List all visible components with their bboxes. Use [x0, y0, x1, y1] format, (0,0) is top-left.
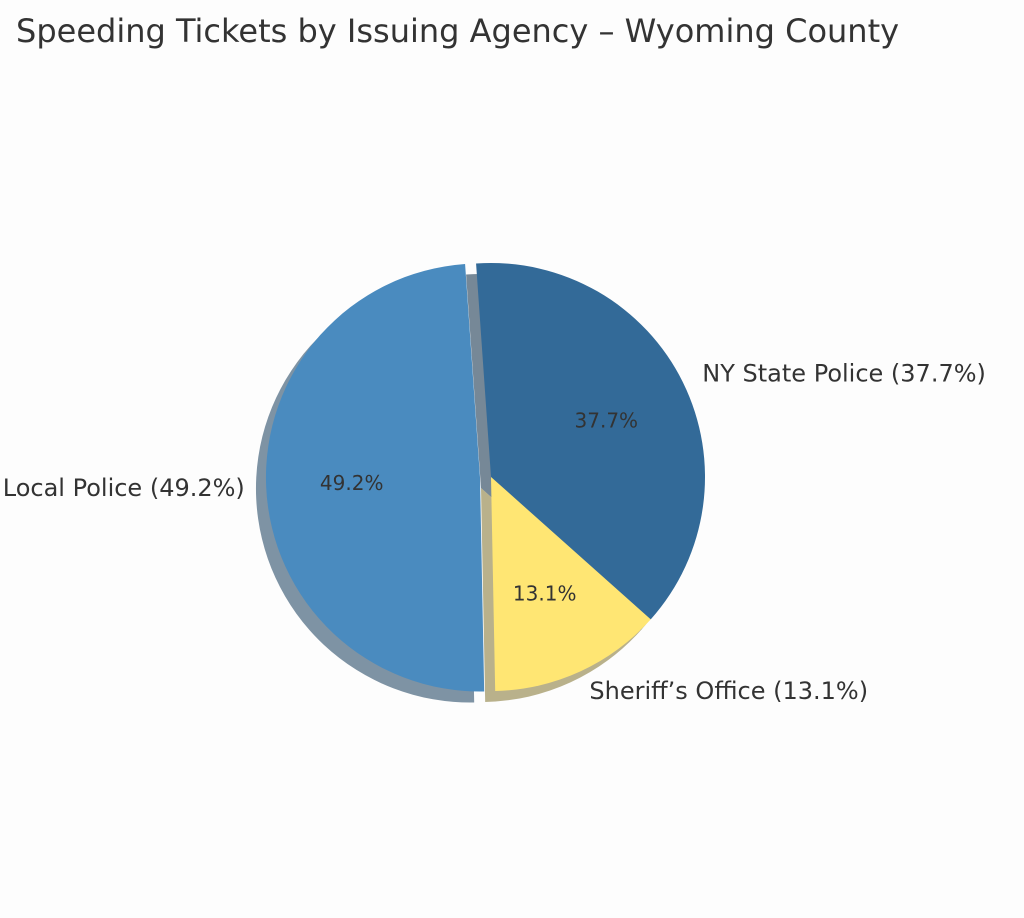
slice-label-sheriff-s-office: Sheriff’s Office (13.1%): [589, 677, 868, 705]
pie-slice-sheriff-s-office: [491, 477, 651, 691]
chart-title: Speeding Tickets by Issuing Agency – Wyo…: [16, 12, 899, 50]
pct-label-sheriff-s-office: 13.1%: [513, 582, 577, 606]
slice-label-ny-state-police: NY State Police (37.7%): [702, 359, 986, 387]
pie-slice-local-police: [265, 264, 485, 692]
pct-label-ny-state-police: 37.7%: [575, 408, 639, 432]
pie-slice-ny-state-police: [476, 262, 706, 620]
label-layer: 37.7% NY State Police (37.7%) 13.1% Sheriff…: [3, 359, 986, 705]
slice-label-local-police: Local Police (49.2%): [3, 474, 245, 502]
slice-layer: [265, 262, 706, 692]
pct-label-local-police: 49.2%: [320, 471, 384, 495]
